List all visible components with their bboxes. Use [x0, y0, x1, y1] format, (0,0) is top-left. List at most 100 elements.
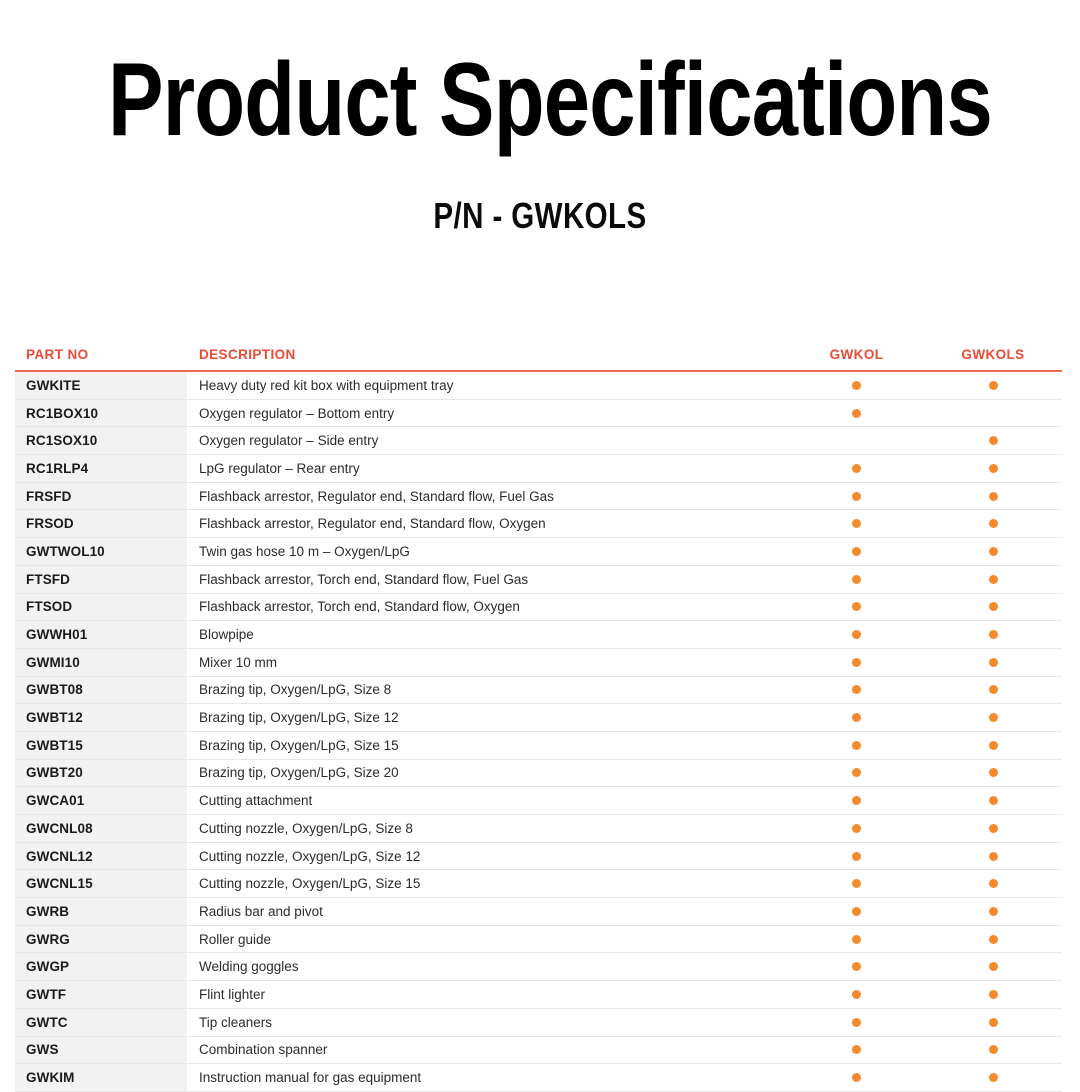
not-included-placeholder — [989, 409, 998, 418]
cell-part-no: GWKIM — [15, 1063, 187, 1092]
cell-description: Twin gas hose 10 m – Oxygen/LpG — [187, 537, 789, 566]
cell-gwkol — [789, 1008, 924, 1037]
cell-description: Flashback arrestor, Regulator end, Stand… — [187, 482, 789, 511]
table-row: FTSOD Flashback arrestor, Torch end, Stan… — [15, 593, 1062, 622]
included-dot-icon — [988, 574, 998, 584]
cell-description: Cutting attachment — [187, 786, 789, 815]
specifications-table-container: PART NO DESCRIPTION GWKOL GWKOLS GWKITE H… — [15, 347, 1062, 1092]
included-dot-icon — [852, 851, 861, 861]
cell-gwkol — [789, 925, 924, 954]
cell-part-no: GWMI10 — [15, 648, 187, 677]
included-dot-icon — [852, 657, 861, 667]
cell-description: Tip cleaners — [187, 1008, 789, 1037]
cell-description: Cutting nozzle, Oxygen/LpG, Size 8 — [187, 814, 789, 843]
cell-description: Blowpipe — [187, 620, 789, 649]
table-row: GWCNL15 Cutting nozzle, Oxygen/LpG, Size … — [15, 869, 1062, 899]
cell-part-no: RC1BOX10 — [15, 399, 187, 428]
table-row: GWRB Radius bar and pivot — [15, 897, 1062, 926]
included-dot-icon — [988, 657, 998, 667]
table-row: RC1RLP4 LpG regulator – Rear entry — [15, 454, 1062, 483]
cell-part-no: GWTF — [15, 980, 187, 1009]
cell-part-no: GWGP — [15, 952, 187, 982]
table-row: GWTF Flint lighter — [15, 980, 1062, 1009]
cell-gwkol — [789, 648, 924, 677]
table-row: GWBT15 Brazing tip, Oxygen/LpG, Size 15 — [15, 731, 1062, 760]
included-dot-icon — [988, 740, 998, 750]
cell-gwkols — [924, 897, 1062, 926]
cell-gwkol — [789, 1036, 924, 1065]
included-dot-icon — [988, 436, 998, 446]
cell-description: Oxygen regulator – Bottom entry — [187, 399, 789, 428]
table-row: GWMI10 Mixer 10 mm — [15, 648, 1062, 677]
included-dot-icon — [988, 630, 998, 640]
cell-gwkol — [789, 565, 924, 594]
cell-part-no: FRSFD — [15, 482, 187, 511]
table-row: GWS Combination spanner — [15, 1036, 1062, 1065]
cell-gwkol — [789, 980, 924, 1009]
table-row: GWBT20 Brazing tip, Oxygen/LpG, Size 20 — [15, 759, 1062, 788]
cell-part-no: GWBT08 — [15, 676, 187, 705]
cell-description: Cutting nozzle, Oxygen/LpG, Size 15 — [187, 869, 789, 899]
cell-gwkol — [789, 897, 924, 926]
table-row: GWTC Tip cleaners — [15, 1008, 1062, 1037]
included-dot-icon — [852, 823, 861, 833]
included-dot-icon — [988, 1017, 998, 1027]
document-header: Product Specifications P/N - GWKOLS — [0, 0, 1080, 234]
cell-gwkols — [924, 814, 1062, 843]
cell-gwkols — [924, 537, 1062, 566]
cell-description: Heavy duty red kit box with equipment tr… — [187, 371, 789, 400]
included-dot-icon — [852, 630, 861, 640]
cell-description: Combination spanner — [187, 1036, 789, 1065]
table-row: GWKITE Heavy duty red kit box with equipm… — [15, 371, 1062, 400]
included-dot-icon — [988, 380, 998, 390]
specifications-table: PART NO DESCRIPTION GWKOL GWKOLS GWKITE H… — [15, 347, 1062, 1092]
table-row: GWKIM Instruction manual for gas equipmen… — [15, 1063, 1062, 1092]
column-header-description: DESCRIPTION — [187, 347, 789, 372]
cell-gwkol — [789, 842, 924, 871]
included-dot-icon — [852, 574, 861, 584]
cell-gwkol — [789, 620, 924, 649]
not-included-placeholder — [852, 436, 861, 445]
included-dot-icon — [852, 1017, 861, 1027]
cell-description: Brazing tip, Oxygen/LpG, Size 8 — [187, 676, 789, 705]
cell-gwkols — [924, 426, 1062, 456]
included-dot-icon — [988, 519, 998, 529]
cell-part-no: GWCNL15 — [15, 869, 187, 899]
cell-gwkols — [924, 1063, 1062, 1092]
cell-gwkols — [924, 454, 1062, 483]
page-title: Product Specifications — [108, 42, 993, 158]
included-dot-icon — [852, 879, 861, 889]
table-row: GWCNL12 Cutting nozzle, Oxygen/LpG, Size … — [15, 842, 1062, 871]
included-dot-icon — [852, 989, 861, 999]
cell-gwkols — [924, 509, 1062, 539]
cell-gwkols — [924, 620, 1062, 649]
included-dot-icon — [852, 685, 861, 695]
cell-gwkols — [924, 593, 1062, 622]
table-row: RC1BOX10 Oxygen regulator – Bottom entry — [15, 399, 1062, 428]
cell-part-no: GWWH01 — [15, 620, 187, 649]
cell-part-no: GWCNL08 — [15, 814, 187, 843]
cell-gwkols — [924, 786, 1062, 815]
included-dot-icon — [988, 713, 998, 723]
page-subtitle: P/N - GWKOLS — [433, 195, 647, 236]
cell-description: Radius bar and pivot — [187, 897, 789, 926]
cell-description: Flint lighter — [187, 980, 789, 1009]
cell-description: Brazing tip, Oxygen/LpG, Size 20 — [187, 759, 789, 788]
cell-gwkols — [924, 482, 1062, 511]
included-dot-icon — [988, 934, 998, 944]
included-dot-icon — [988, 768, 998, 778]
cell-description: Oxygen regulator – Side entry — [187, 426, 789, 456]
cell-gwkol — [789, 731, 924, 760]
cell-gwkol — [789, 426, 924, 456]
included-dot-icon — [988, 1045, 998, 1055]
cell-part-no: GWTC — [15, 1008, 187, 1037]
cell-gwkol — [789, 703, 924, 732]
cell-part-no: GWRG — [15, 925, 187, 954]
cell-gwkol — [789, 786, 924, 815]
included-dot-icon — [852, 380, 861, 390]
cell-description: Cutting nozzle, Oxygen/LpG, Size 12 — [187, 842, 789, 871]
cell-description: Flashback arrestor, Regulator end, Stand… — [187, 509, 789, 539]
included-dot-icon — [988, 1073, 998, 1083]
cell-part-no: GWKITE — [15, 371, 187, 400]
included-dot-icon — [852, 408, 861, 418]
